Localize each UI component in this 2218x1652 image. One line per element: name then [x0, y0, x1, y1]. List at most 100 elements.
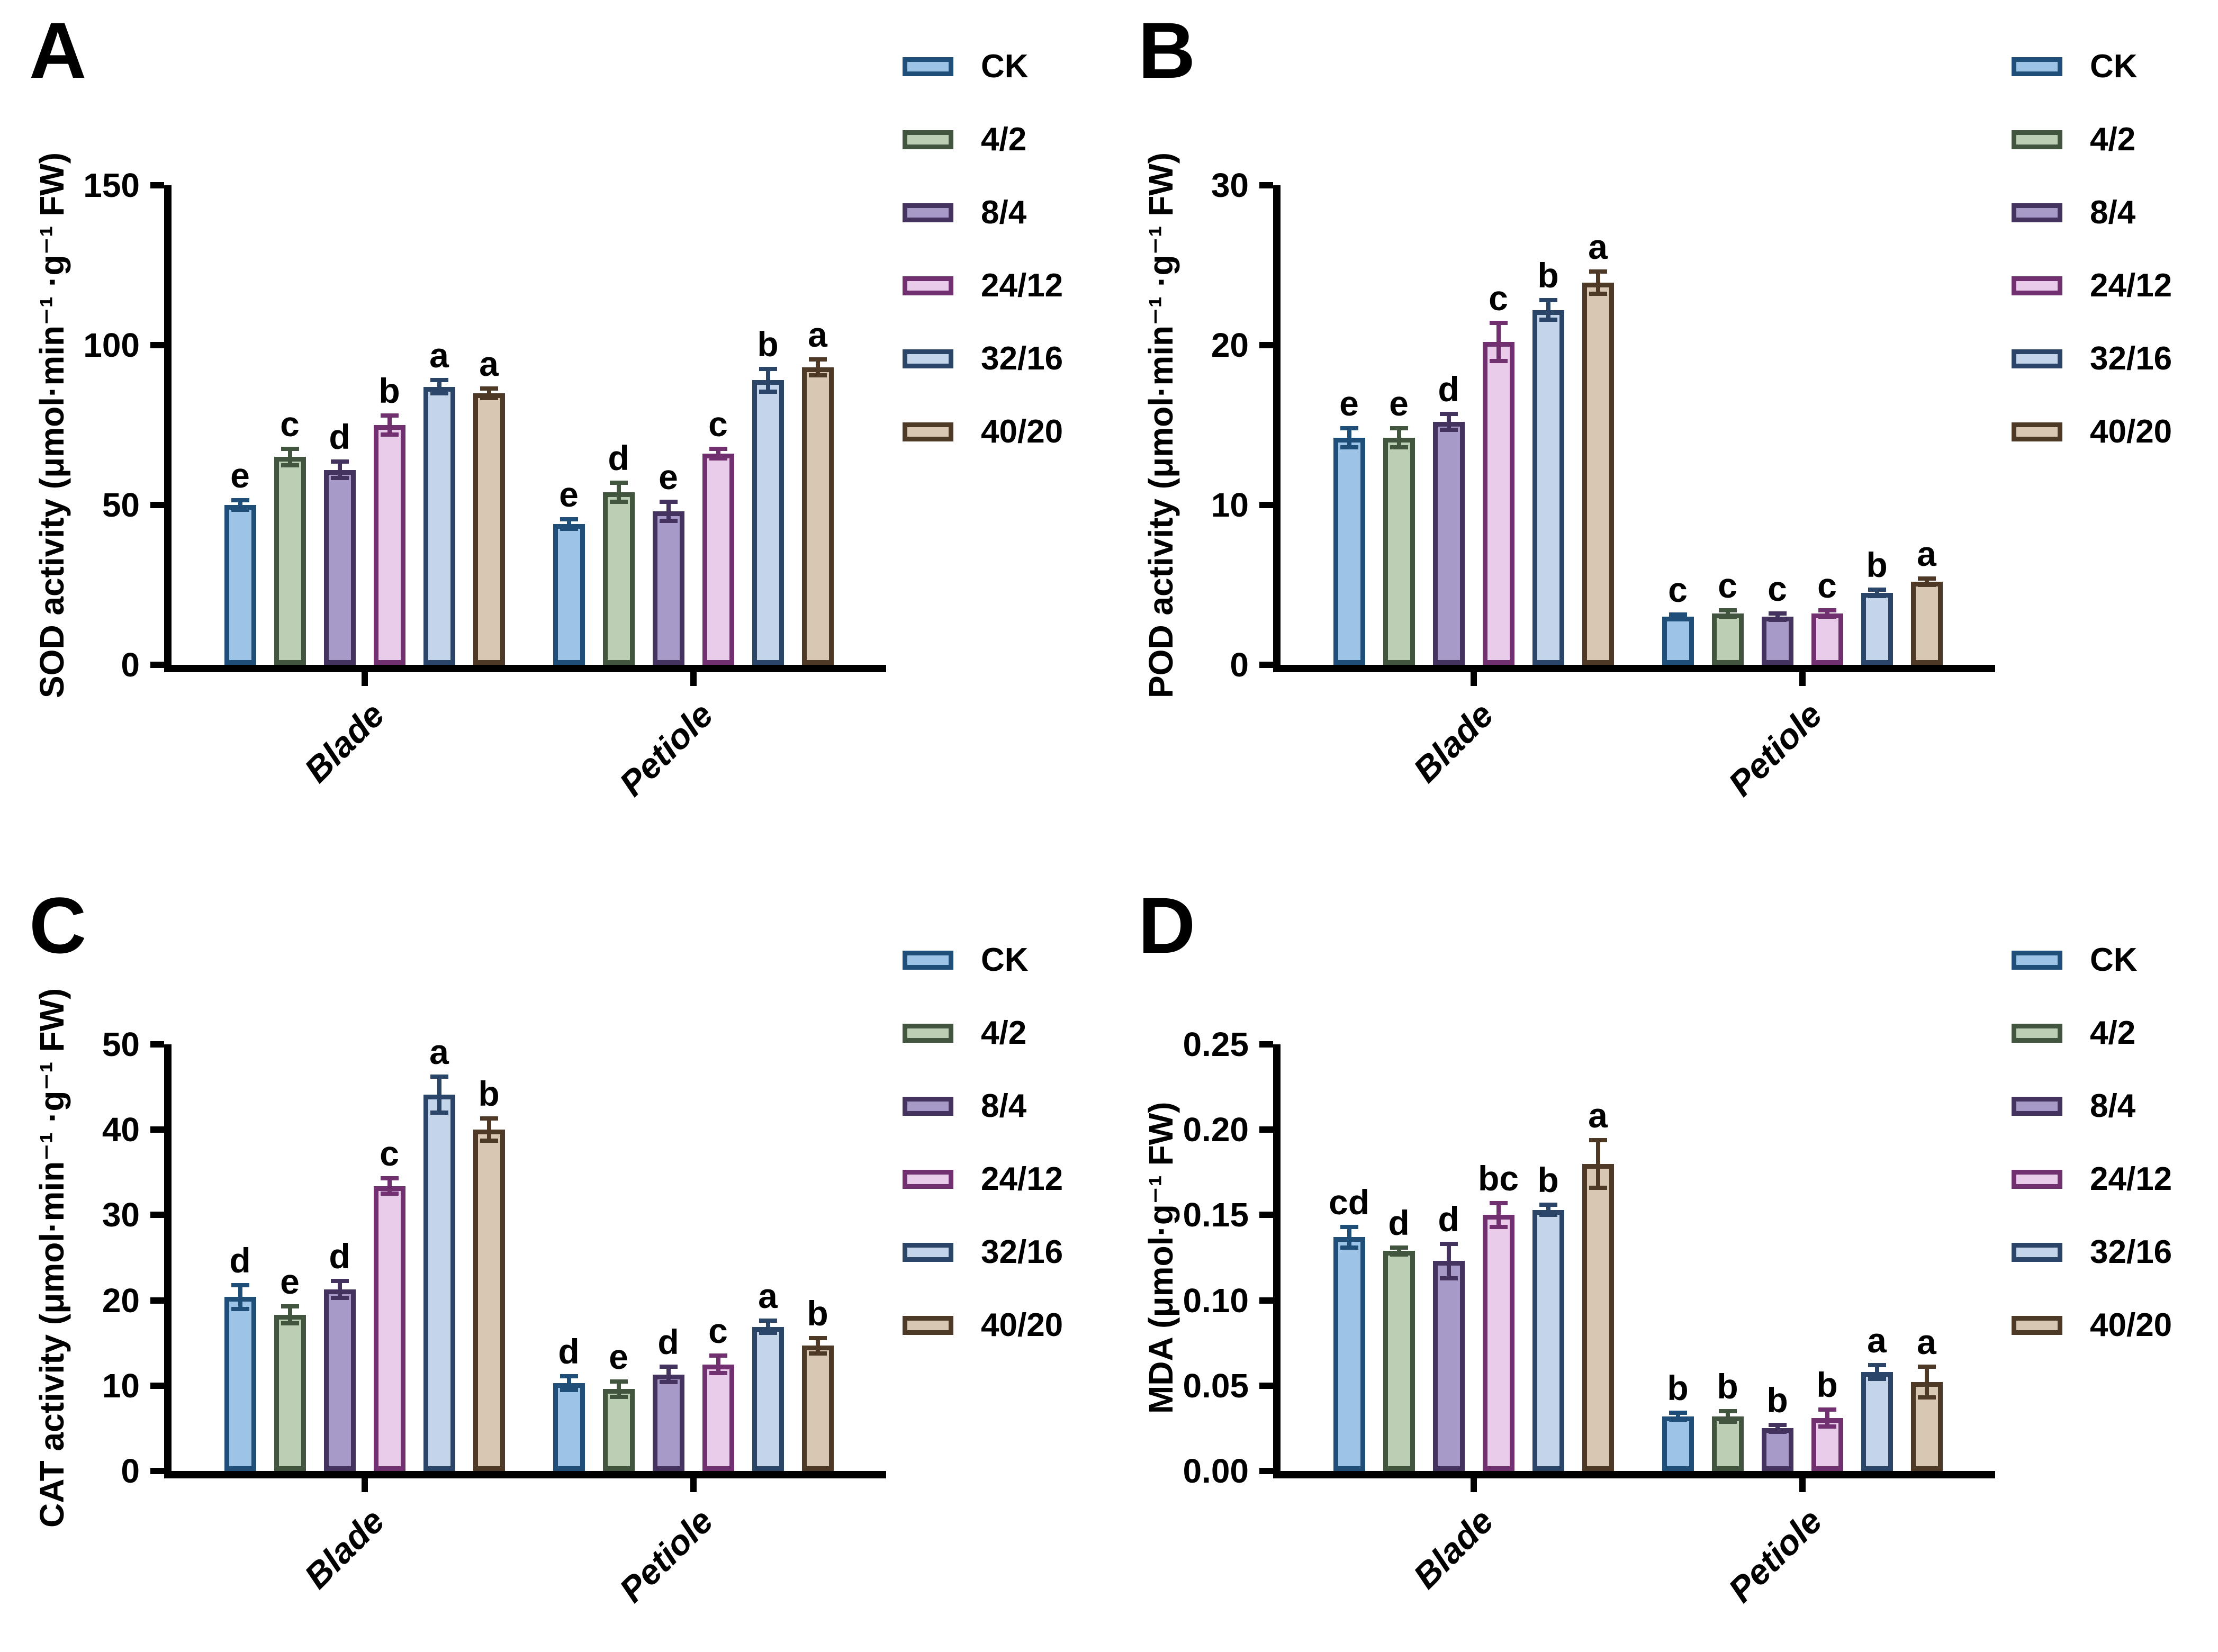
- x-axis-tick: [1470, 1478, 1477, 1492]
- y-axis-tick: [150, 1297, 164, 1304]
- legend-row: 8/4: [2012, 196, 2172, 229]
- error-bar-stem: [1546, 300, 1550, 320]
- error-bar-stem: [616, 482, 621, 502]
- legend-swatch: [2012, 57, 2062, 76]
- y-tick-label: 0: [1230, 646, 1249, 684]
- significance-letter: d: [558, 1332, 580, 1371]
- error-bar-cap: [808, 1335, 827, 1340]
- error-bar-stem: [1396, 1247, 1401, 1254]
- bar-petiole-40/20: [801, 1346, 834, 1471]
- error-bar-stem: [1595, 272, 1600, 294]
- error-bar-cap: [1768, 1429, 1787, 1434]
- error-bar-stem: [1775, 1424, 1780, 1432]
- significance-letter: e: [1339, 384, 1359, 423]
- error-bar-cap: [1868, 1376, 1886, 1381]
- bar-petiole-24/12: [702, 1364, 734, 1471]
- bar-petiole-32/16: [752, 1326, 784, 1471]
- panel-d: D MDA (μmol·g⁻¹ FW) 0.00 0.05 0.10 0.15 0.20…: [1109, 806, 2218, 1612]
- legend-label: 40/20: [981, 413, 1063, 450]
- error-bar-cap: [609, 480, 628, 485]
- bar-petiole-32/16: [1861, 1372, 1893, 1471]
- bar-blade-4/2: [274, 457, 306, 665]
- significance-letter: a: [808, 315, 827, 355]
- significance-letter: c: [708, 1311, 728, 1351]
- y-tick-label: 50: [102, 486, 140, 524]
- y-axis-tick: [1259, 342, 1273, 348]
- legend: CK 4/2 8/4 24/12 32/16 40/20: [903, 50, 1063, 489]
- bar-blade-24/12: [373, 1186, 405, 1471]
- error-bar-cap: [808, 357, 827, 362]
- y-axis-tick: [150, 1126, 164, 1133]
- error-bar-cap: [1917, 583, 1936, 587]
- panel-c: C CAT activity (μmol·min⁻¹ ·g⁻¹ FW) 0 10 2…: [0, 806, 1109, 1612]
- legend-label: 40/20: [2090, 1307, 2172, 1343]
- error-bar-stem: [1446, 1244, 1451, 1278]
- figure-four-panel-bar-charts: A SOD activity (μmol·min⁻¹ ·g⁻¹ FW) 0 50 1…: [0, 0, 2218, 1612]
- error-bar-stem: [765, 1321, 770, 1333]
- bar-blade-CK: [224, 505, 256, 665]
- error-bar-stem: [1725, 610, 1730, 617]
- significance-letter: cd: [1328, 1182, 1370, 1222]
- error-bar-stem: [1496, 322, 1501, 362]
- panel-b: B POD activity (μmol·min⁻¹ ·g⁻¹ FW) 0 10 2…: [1109, 0, 2218, 806]
- bar-blade-CK: [1333, 438, 1365, 665]
- y-axis-tick: [150, 1212, 164, 1218]
- error-bar-cap: [1539, 317, 1557, 322]
- y-tick-label: 0: [121, 646, 140, 684]
- significance-letter: a: [429, 336, 449, 375]
- legend: CK 4/2 8/4 24/12 32/16 40/20: [2012, 50, 2172, 489]
- error-bar-cap: [609, 1394, 628, 1399]
- legend-label: 4/2: [981, 121, 1027, 158]
- error-bar-stem: [1775, 613, 1780, 620]
- y-axis-tick: [150, 1468, 164, 1474]
- error-bar-stem: [1446, 413, 1451, 430]
- legend-swatch: [903, 203, 953, 222]
- error-bar-cap: [560, 1387, 578, 1392]
- error-bar-cap: [430, 1110, 448, 1115]
- panel-a: A SOD activity (μmol·min⁻¹ ·g⁻¹ FW) 0 50 1…: [0, 0, 1109, 806]
- bar-petiole-8/4: [652, 1374, 684, 1471]
- bar-petiole-8/4: [652, 511, 684, 665]
- y-axis-tick: [1259, 182, 1273, 188]
- bar-blade-8/4: [323, 470, 356, 665]
- legend-swatch: [2012, 130, 2062, 149]
- error-bar-stem: [437, 380, 441, 393]
- error-bar-cap: [330, 1278, 349, 1283]
- error-bar-stem: [287, 449, 292, 465]
- bar-blade-CK: [224, 1297, 256, 1471]
- significance-letter: b: [1667, 1368, 1689, 1408]
- y-axis-tick: [1259, 1382, 1273, 1389]
- legend-row: 4/2: [2012, 123, 2172, 156]
- error-bar-cap: [1868, 594, 1886, 599]
- error-bar-stem: [337, 1280, 342, 1298]
- legend-swatch: [903, 951, 953, 970]
- legend-row: 24/12: [903, 1163, 1063, 1196]
- bar-blade-4/2: [274, 1315, 306, 1471]
- legend-row: 32/16: [2012, 342, 2172, 375]
- y-axis-tick: [1259, 1468, 1273, 1474]
- error-bar-stem: [815, 359, 820, 376]
- error-bar-stem: [1396, 428, 1401, 448]
- error-bar-cap: [231, 498, 249, 502]
- legend-swatch: [2012, 1316, 2062, 1335]
- error-bar-cap: [380, 1176, 399, 1181]
- significance-letter: b: [1766, 1380, 1788, 1420]
- bar-blade-32/16: [1532, 310, 1564, 665]
- error-bar-cap: [808, 373, 827, 378]
- x-axis-tick: [361, 1478, 368, 1492]
- bar-petiole-CK: [553, 1383, 585, 1471]
- y-axis-title: MDA (μmol·g⁻¹ FW): [1142, 1102, 1180, 1414]
- error-bar-cap: [759, 367, 777, 372]
- significance-letter: b: [807, 1293, 828, 1333]
- bar-petiole-40/20: [1910, 581, 1943, 665]
- legend-swatch: [903, 1243, 953, 1262]
- error-bar-cap: [1718, 1409, 1737, 1414]
- significance-letter: b: [1537, 1160, 1559, 1200]
- error-bar-cap: [1340, 1245, 1358, 1250]
- significance-letter: c: [1668, 570, 1688, 609]
- bar-blade-24/12: [1482, 341, 1514, 665]
- error-bar-cap: [1768, 611, 1787, 616]
- x-axis-tick: [361, 672, 368, 686]
- error-bar-stem: [238, 1285, 242, 1309]
- error-bar-cap: [659, 1380, 678, 1385]
